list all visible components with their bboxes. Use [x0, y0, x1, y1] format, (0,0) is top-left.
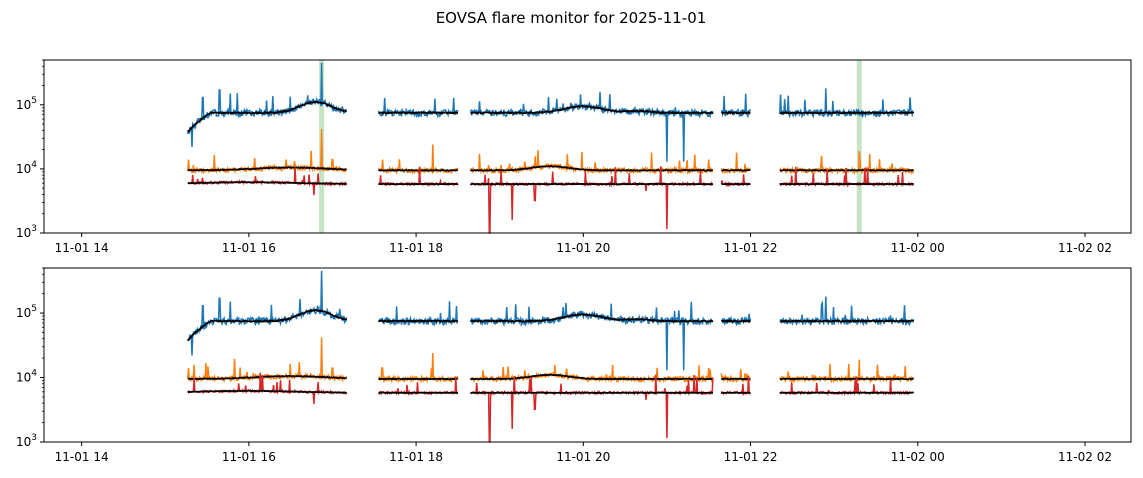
- smoothed-line-mid: [187, 374, 347, 381]
- smoothed-line-high: [377, 319, 459, 324]
- x-tick-label: 11-01 20: [556, 450, 610, 464]
- smoothed-line-mid: [469, 373, 714, 381]
- x-tick-label: 11-01 16: [222, 241, 276, 255]
- smoothed-line-mid: [720, 168, 751, 172]
- x-tick-label: 11-01 16: [222, 450, 276, 464]
- y-tick-label: 103: [16, 224, 37, 240]
- series-line-mid: [187, 337, 348, 384]
- series-line-low: [469, 166, 714, 234]
- x-tick-label: 11-02 00: [891, 241, 945, 255]
- series-line-high: [187, 270, 348, 356]
- y-tick-label: 105: [16, 96, 37, 112]
- series-line-high: [469, 91, 714, 162]
- x-tick-label: 11-01 20: [556, 241, 610, 255]
- smoothed-line-mid: [378, 168, 459, 172]
- x-tick-label: 11-02 00: [891, 450, 945, 464]
- smoothed-line-mid: [378, 377, 459, 381]
- smoothed-line-mid: [469, 165, 713, 172]
- x-tick-label: 11-01 14: [55, 450, 109, 464]
- x-tick-label: 11-01 14: [55, 241, 109, 255]
- smoothed-line-high: [470, 104, 714, 115]
- y-tick-label: 104: [16, 160, 37, 176]
- series-line-high: [779, 88, 915, 119]
- axes-frame: [43, 59, 1132, 234]
- smoothed-line-high: [779, 319, 915, 324]
- x-tick-label: 11-02 02: [1058, 450, 1112, 464]
- axes-frame: [43, 267, 1132, 443]
- x-tick-label: 11-01 22: [724, 241, 778, 255]
- y-tick-label: 104: [16, 369, 37, 385]
- smoothed-line-mid: [187, 166, 347, 172]
- smoothed-line-high: [187, 100, 348, 133]
- smoothed-line-mid: [720, 377, 751, 381]
- smoothed-line-high: [187, 308, 348, 342]
- smoothed-line-high: [720, 319, 751, 324]
- series-line-mid: [377, 144, 459, 175]
- smoothed-line-mid: [779, 377, 914, 381]
- series-line-mid: [378, 352, 459, 384]
- series-line-high: [721, 313, 752, 327]
- x-tick-label: 11-02 02: [1058, 241, 1112, 255]
- y-tick-label: 105: [16, 304, 37, 320]
- x-tick-label: 11-01 18: [389, 241, 443, 255]
- flare-marker-band: [856, 60, 862, 233]
- smoothed-line-high: [377, 110, 459, 115]
- chart-title: EOVSA flare monitor for 2025-11-01: [436, 9, 707, 27]
- smoothed-line-high: [779, 110, 915, 115]
- series-line-low: [470, 374, 714, 443]
- x-tick-label: 11-01 22: [724, 450, 778, 464]
- smoothed-line-high: [720, 110, 751, 115]
- smoothed-line-low: [187, 389, 347, 394]
- y-tick-label: 103: [16, 433, 37, 449]
- x-tick-label: 11-01 18: [389, 450, 443, 464]
- smoothed-line-low: [187, 181, 347, 185]
- bottom-panel: 103 104 105 11-01 14 11-01 16 11-01 18 11-01 2…: [16, 267, 1132, 464]
- series-line-high: [469, 301, 714, 371]
- smoothed-line-high: [470, 312, 714, 323]
- top-panel: 103 104 105 11-01 14 11-01 16 11-01 18 11-01 2…: [16, 59, 1132, 255]
